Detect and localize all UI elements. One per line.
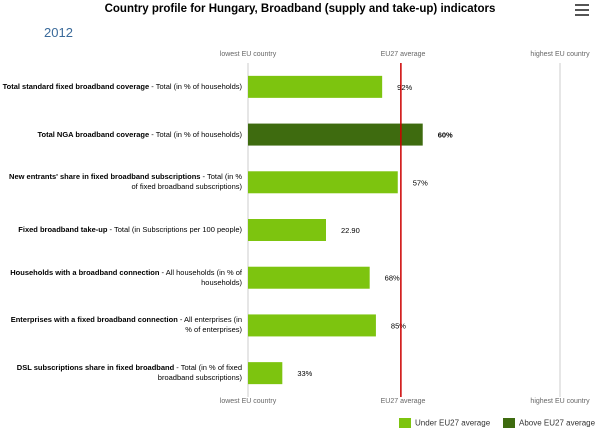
category-label-unit: - Total (in % of fixed broadband subscri… — [131, 172, 242, 192]
bar-7[interactable] — [248, 362, 283, 385]
category-label-unit: - Total (in % of households) — [149, 81, 242, 91]
axis-label-max-top: highest EU country — [530, 51, 590, 58]
category-label-2: Total NGA broadband coverage - Total (in… — [2, 130, 242, 140]
data-label-2: 60% — [438, 131, 453, 140]
year-label: 2012 — [44, 25, 73, 40]
category-label-unit: - Total (in % of households) — [149, 129, 242, 139]
category-label-name: Total NGA broadband coverage — [37, 129, 150, 139]
category-label-name: Fixed broadband take-up — [18, 225, 108, 234]
category-label-5: Households with a broadband connection -… — [2, 268, 242, 288]
data-label-7: 33% — [297, 369, 312, 378]
bar-5[interactable] — [248, 266, 370, 289]
bar-4[interactable] — [248, 219, 326, 241]
category-label-1: Total standard fixed broadband coverage … — [2, 82, 242, 92]
category-label-name: DSL subscriptions share in fixed broadba… — [16, 363, 175, 373]
category-label-unit: - All households (in % of households) — [159, 267, 242, 287]
category-label-4: Fixed broadband take-up - Total (in Subs… — [2, 225, 242, 235]
category-label-name: Households with a broadband connection — [10, 267, 160, 277]
legend-label-under: Under EU27 average — [415, 418, 491, 428]
chart-title: Country profile for Hungary, Broadband (… — [104, 3, 496, 15]
legend: Under EU27 average Above EU27 average — [0, 418, 600, 432]
axis-label-min-bottom: lowest EU country — [219, 398, 277, 405]
data-label-5: 68% — [385, 274, 400, 283]
bar-2[interactable] — [248, 123, 423, 146]
bar-6[interactable] — [248, 314, 376, 337]
category-label-3: New entrants' share in fixed broadband s… — [2, 172, 242, 192]
axis-label-avg-bottom: EU27 average — [380, 398, 426, 405]
bar-3[interactable] — [248, 171, 398, 194]
category-label-name: New entrants' share in fixed broadband s… — [9, 172, 201, 182]
category-label-unit: - Total (in Subscriptions per 100 people… — [107, 225, 242, 234]
category-label-name: Enterprises with a fixed broadband conne… — [10, 315, 178, 325]
category-label-7: DSL subscriptions share in fixed broadba… — [2, 363, 242, 383]
category-label-name: Total standard fixed broadband coverage — [2, 81, 150, 91]
axis-label-max-bottom: highest EU country — [530, 398, 590, 405]
category-label-6: Enterprises with a fixed broadband conne… — [2, 315, 242, 335]
axis-label-min-top: lowest EU country — [219, 51, 277, 58]
category-label-unit: - Total (in % of fixed broadband subscri… — [157, 363, 242, 383]
category-label-unit: - All enterprises (in % of enterprises) — [177, 315, 242, 335]
legend-item-above[interactable]: Above EU27 average — [503, 418, 595, 428]
data-label-3: 57% — [413, 178, 428, 187]
legend-swatch-under — [399, 418, 411, 428]
legend-swatch-above — [503, 418, 515, 428]
bar-1[interactable] — [248, 75, 383, 98]
data-label-1: 92% — [397, 83, 412, 92]
legend-item-under[interactable]: Under EU27 average — [399, 418, 490, 428]
data-label-6: 85% — [391, 321, 406, 330]
axis-label-avg-top: EU27 average — [380, 51, 426, 58]
data-label-4: 22.90 — [341, 226, 360, 235]
legend-label-above: Above EU27 average — [519, 418, 596, 428]
menu-icon[interactable] — [575, 4, 589, 16]
